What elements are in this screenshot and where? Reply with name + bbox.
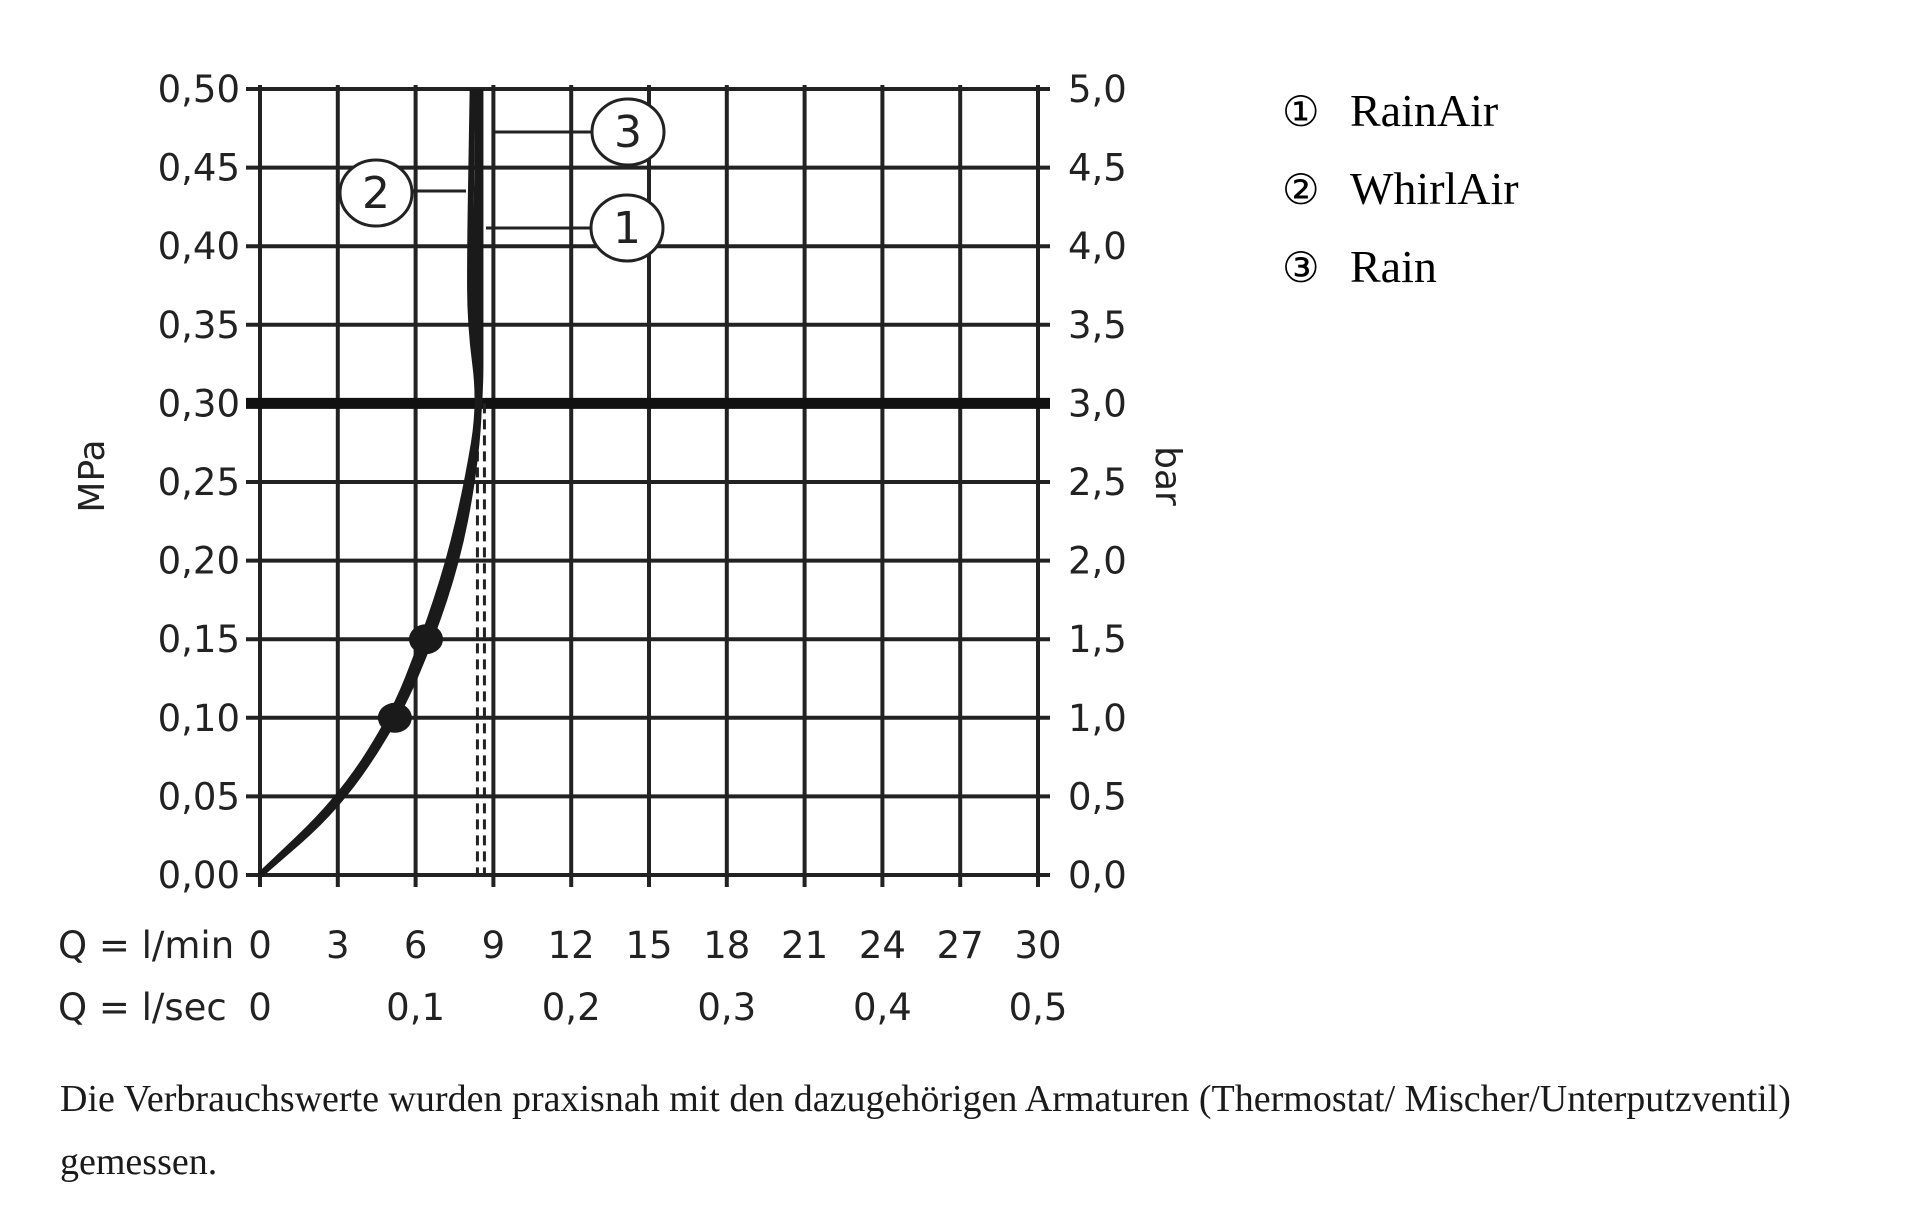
y2-tick-label: 4,0 [1068, 225, 1127, 268]
y2-tick-label: 0,0 [1068, 854, 1127, 897]
legend-symbol-1: ① [1282, 90, 1320, 136]
legend-label-whirlair: WhirlAir [1350, 163, 1519, 214]
legend-label-rainair: RainAir [1350, 85, 1498, 136]
callout-label-1: 1 [613, 203, 641, 254]
x-tick-label: 24 [859, 924, 906, 967]
x-tick-label: 21 [781, 924, 828, 967]
x2-tick-label: 0,2 [542, 986, 601, 1029]
y-tick-label: 0,35 [158, 304, 240, 347]
y2-tick-label: 1,5 [1068, 618, 1127, 661]
x-tick-label: 6 [404, 924, 428, 967]
x2-tick-label: 0,4 [853, 986, 912, 1029]
x-tick-label: 9 [482, 924, 506, 967]
tick-labels: 0 3 6 9 12 15 18 21 24 27 300 0,1 0,2 0,3 0,4 0,50,00 0,… [158, 68, 1127, 1029]
y2-tick-label: 0,5 [1068, 775, 1127, 818]
y2-tick-label: 4,5 [1068, 147, 1127, 190]
curve-rain [257, 89, 484, 878]
x-tick-label: 30 [1014, 924, 1061, 967]
x2-axis-label-lsec: Q = l/sec [58, 986, 227, 1029]
x2-tick-label: 0,5 [1009, 986, 1068, 1029]
y-tick-label: 0,05 [158, 775, 240, 818]
legend: ① RainAir ② WhirlAir ③ Rain [1282, 85, 1519, 292]
y2-axis-label-bar: bar [1147, 446, 1188, 506]
callout-label-3: 3 [614, 107, 642, 158]
x-tick-label: 3 [326, 924, 350, 967]
callout-circle-1 [589, 193, 665, 263]
legend-symbol-2: ② [1282, 168, 1320, 214]
callout-label-2: 2 [362, 168, 390, 219]
y2-tick-label: 3,0 [1068, 382, 1127, 425]
y2-tick-label: 1,0 [1068, 697, 1127, 740]
y-tick-label: 0,50 [158, 68, 240, 111]
y-tick-label: 0,20 [158, 540, 240, 583]
y-tick-label: 0,15 [158, 618, 240, 661]
x-tick-label: 0 [248, 924, 272, 967]
y2-tick-label: 2,5 [1068, 461, 1127, 504]
x-tick-label: 27 [937, 924, 984, 967]
legend-label-rain: Rain [1350, 241, 1437, 292]
y2-tick-label: 3,5 [1068, 304, 1127, 347]
x2-tick-label: 0,1 [386, 986, 445, 1029]
x-tick-label: 15 [625, 924, 672, 967]
y2-tick-label: 5,0 [1068, 68, 1127, 111]
y-tick-label: 0,10 [158, 697, 240, 740]
callout-circle-3 [590, 97, 666, 167]
x-tick-label: 18 [703, 924, 750, 967]
y-tick-label: 0,40 [158, 225, 240, 268]
y2-tick-label: 2,0 [1068, 540, 1127, 583]
y-axis-label-mpa: MPa [72, 439, 113, 512]
y-tick-label: 0,00 [158, 854, 240, 897]
x2-tick-label: 0,3 [697, 986, 756, 1029]
legend-symbol-3: ③ [1282, 246, 1320, 292]
y-tick-label: 0,30 [158, 382, 240, 425]
x-axis-label-lmin: Q = l/min [58, 924, 234, 967]
highlight-point [408, 624, 443, 655]
y-tick-label: 0,25 [158, 461, 240, 504]
x-tick-label: 12 [548, 924, 595, 967]
y-tick-label: 0,45 [158, 147, 240, 190]
callouts: 1 2 3 [338, 97, 666, 263]
x2-tick-label: 0 [248, 986, 272, 1029]
caption: Die Verbrauchswerte wurden praxisnah mit… [60, 1078, 1791, 1183]
curves [257, 88, 486, 878]
highlight-point [377, 702, 412, 733]
callout-circle-2 [338, 158, 414, 228]
